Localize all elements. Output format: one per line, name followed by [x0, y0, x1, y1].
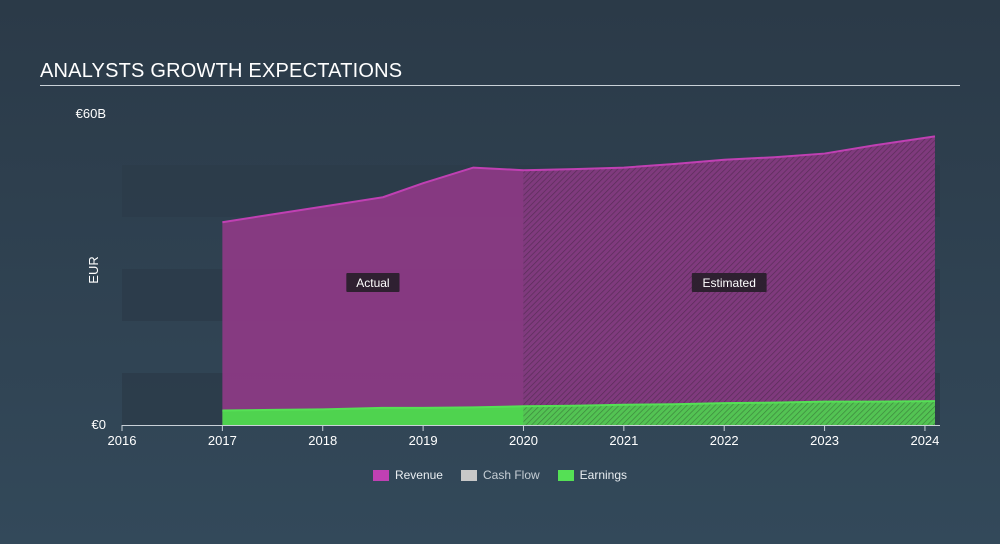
revenue-line: [222, 135, 936, 224]
chart-title: ANALYSTS GROWTH EXPECTATIONS: [40, 60, 403, 82]
x-tick-label: 2018: [308, 433, 337, 448]
x-tick-label: 2022: [710, 433, 739, 448]
legend-label-earnings: Earnings: [579, 468, 628, 482]
legend-item-earnings[interactable]: Earnings: [557, 468, 628, 482]
legend-label-cash-flow: Cash Flow: [482, 468, 540, 482]
legend-item-revenue[interactable]: Revenue: [372, 468, 443, 482]
actual-label-background: [346, 273, 400, 292]
earnings-line: [222, 400, 935, 412]
legend-item-cash-flow[interactable]: Cash Flow: [460, 468, 540, 482]
x-tick-label: 2021: [609, 433, 638, 448]
x-tick-label: 2016: [108, 433, 137, 448]
x-tick-label: 2017: [208, 433, 237, 448]
y-tick-label-bottom: €0: [92, 417, 106, 432]
legend-swatch-earnings: [557, 469, 574, 481]
x-tick-label: 2023: [810, 433, 839, 448]
estimated-label-background: [691, 273, 767, 292]
legend: Revenue Cash Flow Earnings: [0, 468, 1000, 482]
y-axis-label: EUR: [86, 256, 101, 283]
legend-label-revenue: Revenue: [394, 468, 443, 482]
actual-label: Actual: [356, 276, 389, 290]
title-divider: [40, 85, 960, 86]
estimated-label: Estimated: [703, 276, 756, 290]
y-tick-label-top: €60B: [76, 106, 106, 121]
legend-swatch-revenue: [372, 469, 389, 481]
revenue-area-actual: [222, 167, 524, 425]
x-tick-label: 2019: [409, 433, 438, 448]
earnings-area-actual: [222, 406, 524, 425]
legend-swatch-cash-flow: [460, 469, 477, 481]
x-tick-label: 2024: [910, 433, 939, 448]
x-tick-label: 2020: [509, 433, 538, 448]
